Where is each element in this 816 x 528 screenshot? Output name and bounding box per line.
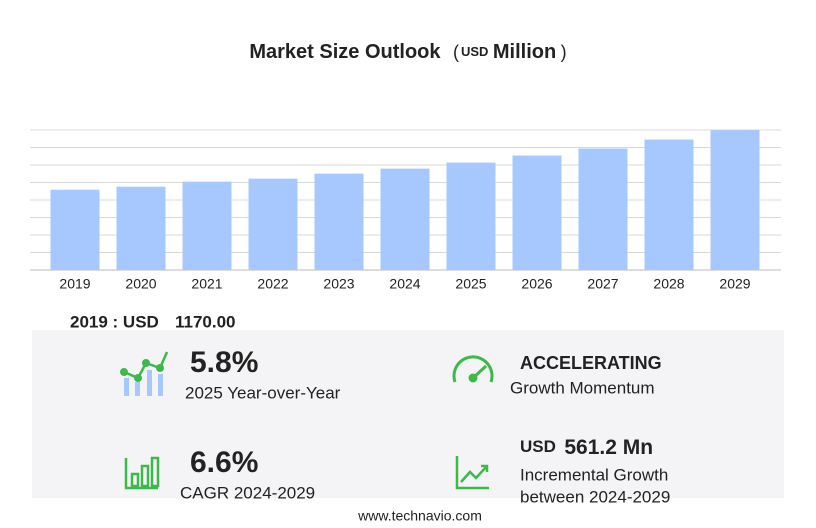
bar — [644, 139, 694, 270]
icon-incremental — [455, 456, 489, 490]
bar — [50, 189, 100, 270]
bar — [512, 155, 562, 270]
stat-label: CAGR 2024-2029 — [180, 483, 315, 502]
x-tick-label: 2029 — [719, 276, 750, 292]
stats-panel — [32, 330, 784, 498]
stat-value: 6.6% — [190, 446, 258, 479]
paren: ( — [453, 42, 459, 62]
stat-label: between 2024-2029 — [520, 487, 670, 506]
x-tick-label: 2027 — [587, 276, 618, 292]
x-tick-label: 2019 — [59, 276, 90, 292]
plot: 2019 2020 2021 2022 2023 2024 2025 2026 2027 2028… — [30, 129, 781, 292]
title-text: Market Size Outlook — [249, 41, 441, 63]
base-year-label: 2019 : USD — [70, 312, 159, 331]
stat-value: ACCELERATING — [520, 353, 662, 373]
x-tick-label: 2026 — [521, 276, 552, 292]
stat-label: Growth Momentum — [510, 378, 655, 397]
stat-label: 2025 Year-over-Year — [185, 383, 341, 402]
paren: ) — [561, 42, 567, 62]
footer: www.technavio.com — [357, 508, 482, 524]
x-tick-label: 2020 — [125, 276, 156, 292]
stat-unit: USD — [520, 437, 556, 456]
bar — [446, 162, 496, 270]
icon-gauge — [452, 355, 494, 383]
icon-cagr — [124, 456, 160, 490]
bar — [314, 173, 364, 270]
bar — [578, 148, 628, 270]
bar — [116, 186, 166, 270]
x-tick-label: 2023 — [323, 276, 354, 292]
x-tick-label: 2028 — [653, 276, 684, 292]
bar — [710, 130, 760, 270]
x-tick-label: 2025 — [455, 276, 486, 292]
bar — [380, 168, 430, 270]
base-year-value: 1170.00 — [175, 312, 236, 331]
title-scale: Million — [493, 41, 556, 63]
bar — [182, 181, 232, 270]
stat-number: 561.2 Mn — [564, 436, 653, 459]
x-tick-label: 2022 — [257, 276, 288, 292]
x-tick-label: 2024 — [389, 276, 420, 292]
x-tick-label: 2021 — [191, 276, 222, 292]
chart-title: Market Size Outlook (USD Million ) — [249, 41, 566, 63]
stat-value: 5.8% — [190, 346, 258, 379]
stat-label: Incremental Growth — [520, 465, 668, 484]
bar — [248, 178, 298, 270]
icon-growth — [120, 351, 169, 396]
title-unit: USD — [461, 44, 488, 59]
stat-value: USD 561.2 Mn — [520, 436, 653, 459]
